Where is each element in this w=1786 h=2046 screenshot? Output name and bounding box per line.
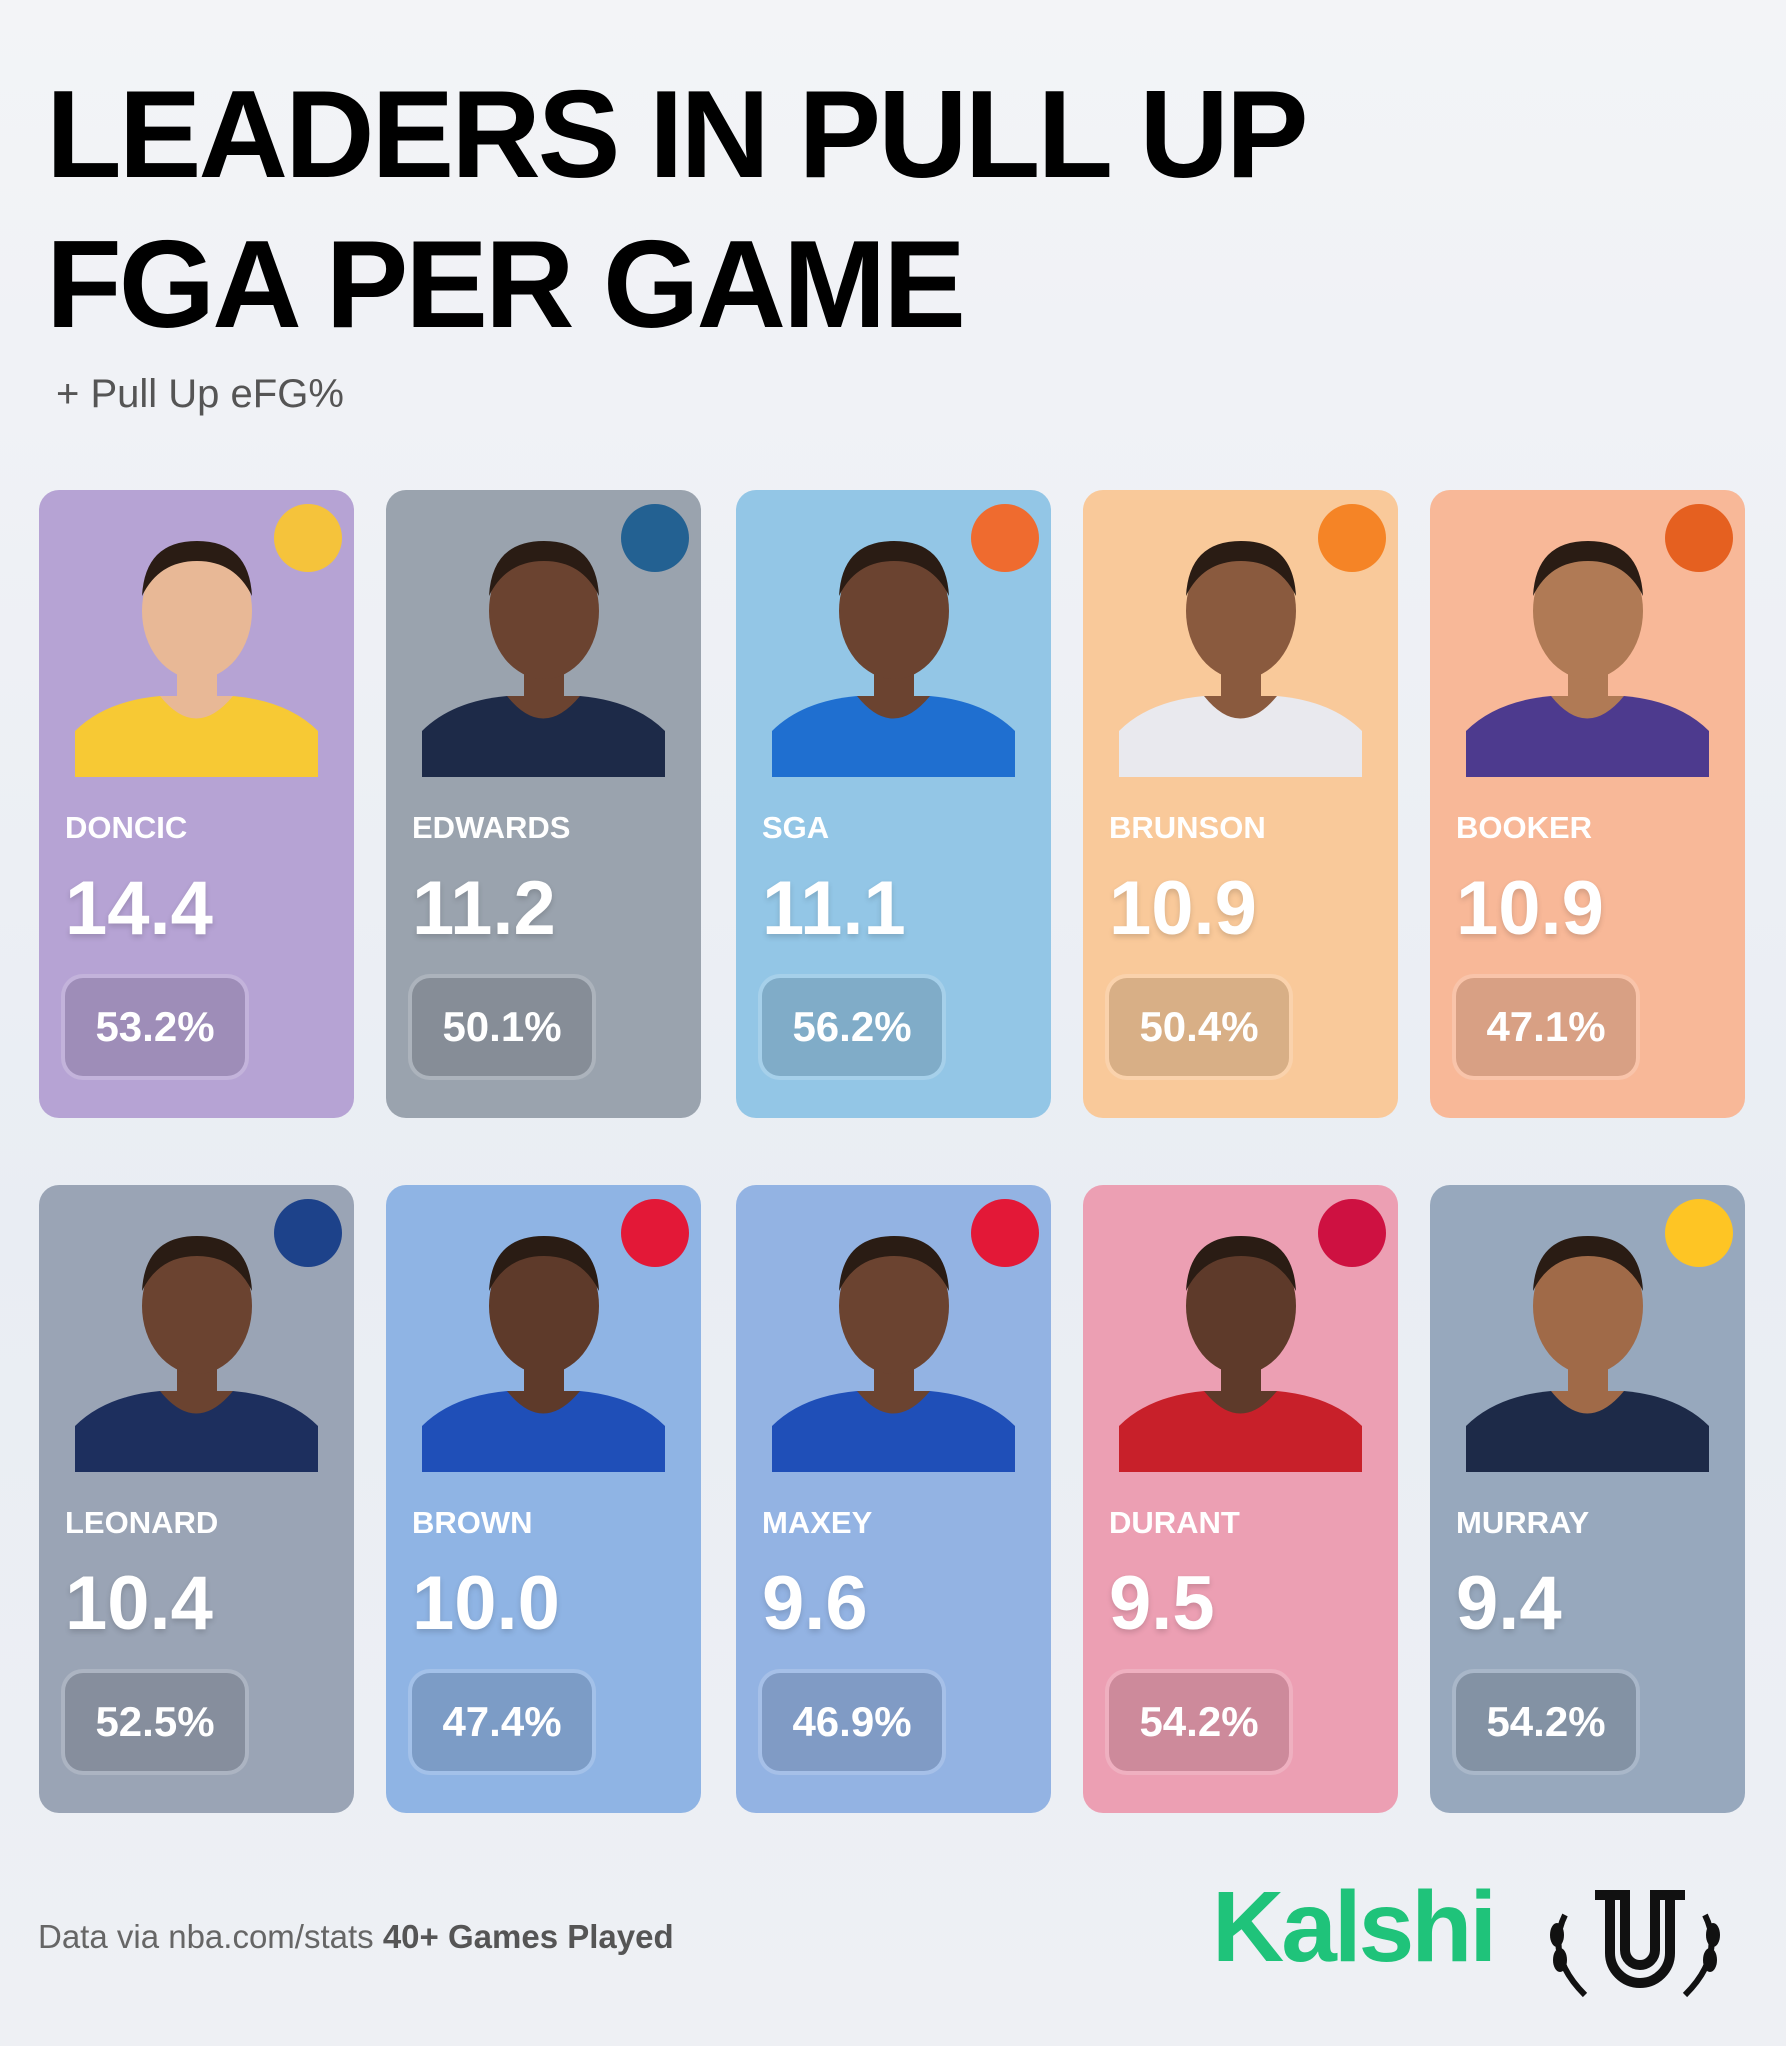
fga-value: 10.9 — [1456, 866, 1604, 951]
team-logo — [1318, 1199, 1386, 1267]
efg-pill: 56.2% — [762, 978, 942, 1076]
player-photo — [412, 1211, 675, 1472]
brand: Kalshi — [1212, 1871, 1497, 1983]
source-note: 40+ Games Played — [382, 1918, 674, 1955]
player-name: BROWN — [412, 1505, 533, 1540]
player-card: SGA 11.1 56.2% — [736, 490, 1051, 1118]
efg-pill: 46.9% — [762, 1673, 942, 1771]
fga-value: 14.4 — [65, 866, 213, 951]
team-logo — [1665, 1199, 1733, 1267]
fga-value: 9.6 — [762, 1561, 868, 1646]
player-name: DURANT — [1109, 1505, 1240, 1540]
player-silhouette — [1466, 1236, 1709, 1472]
player-photo — [762, 516, 1025, 777]
efg-pill: 50.1% — [412, 978, 592, 1076]
player-silhouette — [422, 541, 665, 777]
player-name: MURRAY — [1456, 1505, 1590, 1540]
efg-pill: 52.5% — [65, 1673, 245, 1771]
player-name: DONCIC — [65, 810, 188, 845]
player-silhouette — [772, 1236, 1015, 1472]
team-logo — [621, 504, 689, 572]
fga-value: 10.4 — [65, 1561, 213, 1646]
player-card: DONCIC 14.4 53.2% — [39, 490, 354, 1118]
efg-pill: 47.1% — [1456, 978, 1636, 1076]
player-photo — [412, 516, 675, 777]
team-logo — [971, 504, 1039, 572]
fga-value: 9.4 — [1456, 1561, 1562, 1646]
player-silhouette — [772, 541, 1015, 777]
player-card: BRUNSON 10.9 50.4% — [1083, 490, 1398, 1118]
player-name: MAXEY — [762, 1505, 873, 1540]
efg-pill: 54.2% — [1456, 1673, 1636, 1771]
title: LEADERS IN PULL UP FGA PER GAME — [46, 66, 1306, 354]
player-name: BRUNSON — [1109, 810, 1266, 845]
player-name: SGA — [762, 810, 830, 845]
player-card: DURANT 9.5 54.2% — [1083, 1185, 1398, 1813]
player-silhouette — [1466, 541, 1709, 777]
team-logo — [274, 1199, 342, 1267]
player-photo — [1456, 516, 1719, 777]
player-card: EDWARDS 11.2 50.1% — [386, 490, 701, 1118]
player-photo — [1456, 1211, 1719, 1472]
player-photo — [762, 1211, 1025, 1472]
player-photo — [65, 516, 328, 777]
player-photo — [65, 1211, 328, 1472]
fga-value: 10.9 — [1109, 866, 1257, 951]
player-silhouette — [1119, 541, 1362, 777]
efg-pill: 47.4% — [412, 1673, 592, 1771]
subtitle: + Pull Up eFG% — [56, 372, 344, 416]
player-silhouette — [422, 1236, 665, 1472]
player-card: BOOKER 10.9 47.1% — [1430, 490, 1745, 1118]
team-logo — [621, 1199, 689, 1267]
fga-value: 9.5 — [1109, 1561, 1215, 1646]
fga-value: 11.2 — [412, 866, 556, 951]
fga-value: 10.0 — [412, 1561, 560, 1646]
source-text: Data via nba.com/stats — [38, 1918, 374, 1955]
player-name: BOOKER — [1456, 810, 1593, 845]
emblem — [1550, 1890, 1720, 1998]
player-photo — [1109, 516, 1372, 777]
player-name: LEONARD — [65, 1505, 219, 1540]
player-card: LEONARD 10.4 52.5% — [39, 1185, 354, 1813]
player-name: EDWARDS — [412, 810, 571, 845]
efg-pill: 53.2% — [65, 978, 245, 1076]
player-silhouette — [75, 541, 318, 777]
team-logo — [1665, 504, 1733, 572]
player-photo — [1109, 1211, 1372, 1472]
player-card: MAXEY 9.6 46.9% — [736, 1185, 1051, 1813]
team-logo — [1318, 504, 1386, 572]
team-logo — [274, 504, 342, 572]
source: Data via nba.com/stats 40+ Games Played — [38, 1918, 674, 1956]
efg-pill: 50.4% — [1109, 978, 1289, 1076]
team-logo — [971, 1199, 1039, 1267]
efg-pill: 54.2% — [1109, 1673, 1289, 1771]
player-silhouette — [75, 1236, 318, 1472]
player-silhouette — [1119, 1236, 1362, 1472]
player-card: MURRAY 9.4 54.2% — [1430, 1185, 1745, 1813]
player-card: BROWN 10.0 47.4% — [386, 1185, 701, 1813]
fga-value: 11.1 — [762, 866, 906, 951]
